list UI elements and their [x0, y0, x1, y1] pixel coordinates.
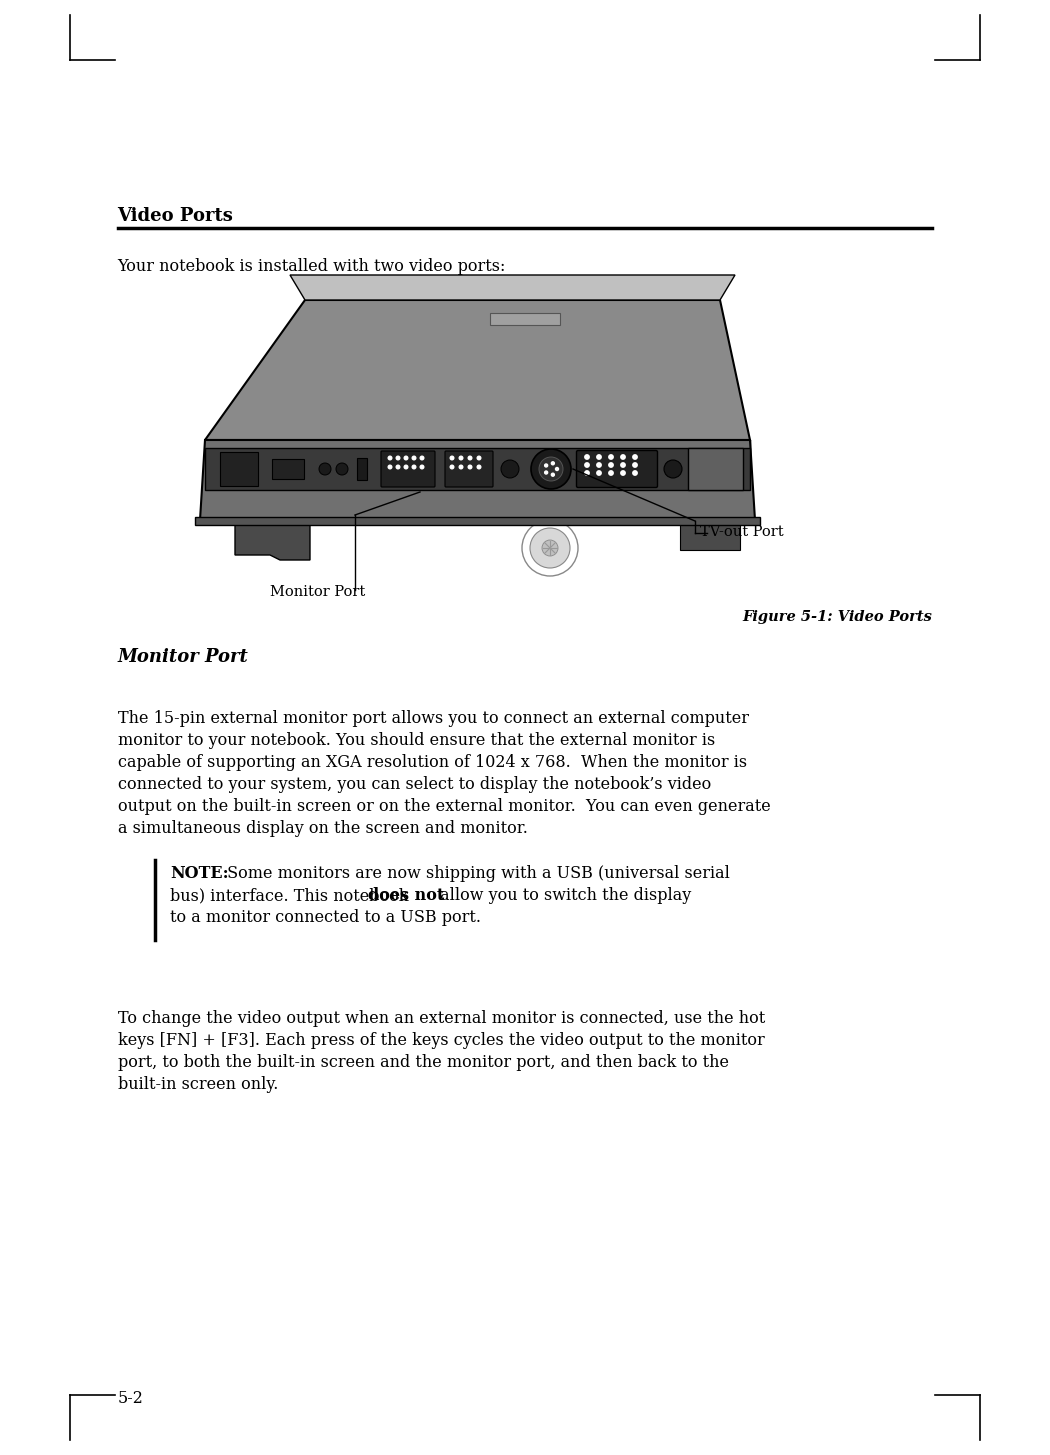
Text: Your notebook is installed with two video ports:: Your notebook is installed with two vide…: [118, 258, 506, 275]
Bar: [195, 517, 760, 525]
Circle shape: [388, 466, 392, 469]
Text: to a monitor connected to a USB port.: to a monitor connected to a USB port.: [170, 909, 481, 925]
Circle shape: [545, 464, 548, 467]
Polygon shape: [490, 313, 560, 324]
Circle shape: [450, 466, 454, 469]
Circle shape: [522, 519, 578, 576]
FancyBboxPatch shape: [445, 451, 494, 487]
Circle shape: [459, 466, 463, 469]
Polygon shape: [205, 300, 750, 439]
Polygon shape: [235, 519, 310, 560]
Circle shape: [477, 466, 481, 469]
Circle shape: [420, 466, 424, 469]
Circle shape: [609, 471, 613, 476]
Circle shape: [621, 471, 625, 476]
Circle shape: [585, 455, 589, 460]
Text: connected to your system, you can select to display the notebook’s video: connected to your system, you can select…: [118, 776, 711, 793]
Text: allow you to switch the display: allow you to switch the display: [435, 888, 691, 904]
Circle shape: [450, 457, 454, 460]
Circle shape: [459, 457, 463, 460]
Circle shape: [633, 471, 637, 476]
FancyBboxPatch shape: [576, 451, 657, 487]
Text: output on the built-in screen or on the external monitor.  You can even generate: output on the built-in screen or on the …: [118, 797, 771, 815]
Circle shape: [396, 457, 400, 460]
Circle shape: [413, 466, 416, 469]
Circle shape: [336, 463, 348, 474]
Circle shape: [664, 460, 682, 479]
Polygon shape: [290, 275, 735, 300]
Text: capable of supporting an XGA resolution of 1024 x 768.  When the monitor is: capable of supporting an XGA resolution …: [118, 754, 747, 771]
Circle shape: [404, 466, 407, 469]
Polygon shape: [205, 439, 750, 458]
Circle shape: [388, 457, 392, 460]
Text: Monitor Port: Monitor Port: [270, 585, 365, 599]
Circle shape: [420, 457, 424, 460]
Circle shape: [542, 540, 558, 556]
Circle shape: [633, 463, 637, 467]
Text: TV-out Port: TV-out Port: [700, 525, 783, 538]
Circle shape: [596, 455, 602, 460]
Circle shape: [468, 457, 471, 460]
Circle shape: [609, 463, 613, 467]
Text: a simultaneous display on the screen and monitor.: a simultaneous display on the screen and…: [118, 821, 527, 837]
Circle shape: [531, 450, 571, 489]
Circle shape: [621, 463, 625, 467]
Circle shape: [596, 463, 602, 467]
Bar: [220, 453, 258, 486]
Text: The 15-pin external monitor port allows you to connect an external computer: The 15-pin external monitor port allows …: [118, 710, 749, 728]
Circle shape: [551, 461, 554, 464]
Circle shape: [501, 460, 519, 479]
Circle shape: [404, 457, 407, 460]
Circle shape: [609, 455, 613, 460]
Circle shape: [413, 457, 416, 460]
Circle shape: [539, 457, 563, 482]
Polygon shape: [680, 519, 740, 550]
Circle shape: [585, 471, 589, 476]
Text: Monitor Port: Monitor Port: [118, 647, 249, 666]
Bar: [272, 458, 304, 479]
Circle shape: [555, 467, 559, 470]
Text: bus) interface. This notebook: bus) interface. This notebook: [170, 888, 414, 904]
Bar: [688, 448, 743, 490]
Circle shape: [468, 466, 471, 469]
Text: 5-2: 5-2: [118, 1390, 144, 1407]
Text: Some monitors are now shipping with a USB (universal serial: Some monitors are now shipping with a US…: [223, 866, 730, 882]
Polygon shape: [200, 439, 755, 519]
Text: Video Ports: Video Ports: [118, 207, 233, 226]
Text: monitor to your notebook. You should ensure that the external monitor is: monitor to your notebook. You should ens…: [118, 732, 715, 749]
Text: does not: does not: [369, 888, 444, 904]
Text: To change the video output when an external monitor is connected, use the hot: To change the video output when an exter…: [118, 1010, 764, 1027]
Circle shape: [621, 455, 625, 460]
Text: Figure 5-1: Video Ports: Figure 5-1: Video Ports: [742, 610, 932, 624]
Circle shape: [396, 466, 400, 469]
Text: built-in screen only.: built-in screen only.: [118, 1077, 278, 1093]
Circle shape: [319, 463, 331, 474]
Bar: [357, 458, 367, 480]
Circle shape: [477, 457, 481, 460]
Circle shape: [585, 463, 589, 467]
Circle shape: [530, 528, 570, 567]
FancyBboxPatch shape: [381, 451, 435, 487]
Circle shape: [545, 471, 548, 474]
Circle shape: [633, 455, 637, 460]
Text: keys [FN] + [F3]. Each press of the keys cycles the video output to the monitor: keys [FN] + [F3]. Each press of the keys…: [118, 1032, 764, 1049]
Circle shape: [596, 471, 602, 476]
Text: port, to both the built-in screen and the monitor port, and then back to the: port, to both the built-in screen and th…: [118, 1053, 729, 1071]
Circle shape: [551, 473, 554, 476]
Polygon shape: [205, 448, 750, 490]
Text: NOTE:: NOTE:: [170, 866, 229, 882]
